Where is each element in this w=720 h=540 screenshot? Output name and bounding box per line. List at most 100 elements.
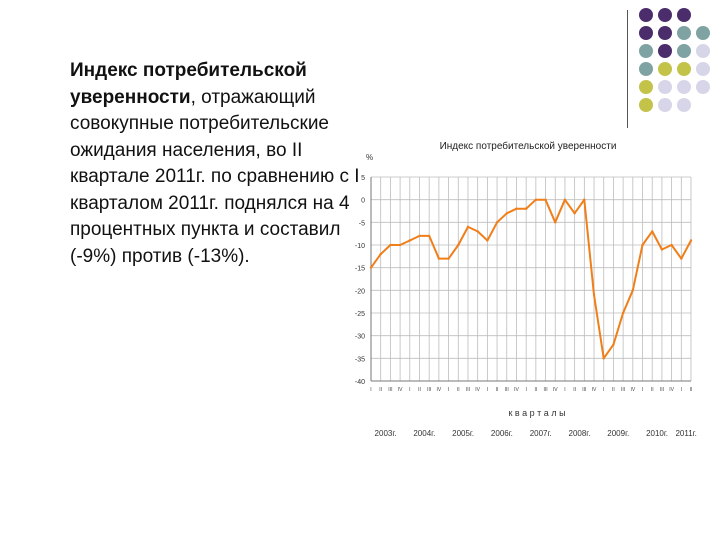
x-tick-label: III: [466, 387, 470, 393]
y-axis-label: %: [366, 153, 373, 162]
decorative-dot: [696, 26, 710, 40]
slide-text-rest: , отражающий совокупные потребительские …: [70, 86, 360, 267]
year-label: 2011г.: [675, 429, 696, 438]
data-point: [563, 198, 567, 201]
data-point: [398, 243, 402, 247]
x-tick-label: III: [388, 387, 392, 393]
decorative-dot: [696, 80, 710, 94]
x-tick-label: I: [487, 387, 488, 393]
x-tick-label: I: [681, 387, 682, 393]
x-tick-label: III: [427, 387, 431, 393]
y-tick-label: 5: [361, 175, 365, 182]
x-tick-label: III: [543, 387, 547, 393]
data-point: [408, 239, 411, 242]
slide-text-bold: Индекс потребительской уверенности: [70, 60, 307, 108]
decorative-dot: [677, 80, 691, 94]
decorative-dot: [696, 62, 710, 76]
data-point: [660, 248, 664, 251]
decorative-dot: [658, 8, 672, 22]
x-tick-label: IV: [592, 387, 597, 393]
data-point: [418, 234, 421, 238]
year-label: 2003г.: [375, 429, 397, 438]
data-point: [554, 221, 557, 224]
data-point: [457, 243, 460, 247]
year-label: 2007г.: [530, 429, 552, 438]
data-point: [389, 243, 392, 247]
data-point: [670, 243, 673, 247]
x-tick-label: II: [496, 387, 499, 393]
data-point: [621, 311, 625, 315]
x-tick-label: I: [564, 387, 565, 393]
data-point: [476, 230, 479, 233]
year-label: 2010г.: [646, 429, 668, 438]
decorative-dot: [658, 80, 672, 94]
data-point: [466, 225, 470, 229]
data-point: [515, 207, 518, 210]
x-tick-label: IV: [437, 387, 442, 393]
data-point: [602, 357, 605, 360]
decorative-divider: [627, 10, 628, 128]
data-point: [447, 257, 450, 260]
decorative-dot: [639, 26, 653, 40]
year-label: 2005г.: [452, 429, 474, 438]
data-point: [573, 212, 576, 215]
y-tick-label: -10: [355, 243, 365, 250]
data-point: [680, 257, 683, 260]
x-tick-label: I: [603, 387, 604, 393]
x-tick-label: I: [409, 387, 410, 393]
x-tick-label: IV: [669, 387, 674, 393]
data-point: [427, 234, 431, 238]
x-tick-label: I: [525, 387, 526, 393]
decorative-dot: [639, 62, 653, 76]
decorative-dot: [696, 44, 710, 58]
data-point: [486, 239, 489, 242]
data-point: [641, 243, 644, 247]
decorative-dot: [639, 44, 653, 58]
data-point: [379, 252, 382, 256]
x-tick-label: III: [505, 387, 509, 393]
x-tick-label: II: [651, 387, 654, 393]
slide-text: Индекс потребительской уверенности, отра…: [70, 58, 360, 270]
data-point: [592, 293, 596, 297]
data-point: [524, 207, 528, 210]
decorative-dot: [677, 8, 691, 22]
x-tick-label: I: [448, 387, 449, 393]
year-label: 2009г.: [607, 429, 629, 438]
data-point: [505, 212, 508, 215]
y-tick-label: -40: [355, 379, 365, 386]
x-tick-label: II: [457, 387, 460, 393]
x-tick-label: I: [642, 387, 643, 393]
decorative-dot: [677, 62, 691, 76]
x-tick-label: III: [621, 387, 625, 393]
x-tick-label: IV: [398, 387, 403, 393]
y-tick-label: -25: [355, 311, 365, 318]
data-point: [495, 221, 499, 224]
data-point: [631, 289, 635, 292]
x-tick-label: II: [534, 387, 537, 393]
decorative-dot: [658, 44, 672, 58]
series-line: [370, 198, 692, 360]
decorative-dot: [677, 26, 691, 40]
x-tick-label: II: [612, 387, 615, 393]
decorative-dot: [658, 62, 672, 76]
year-label: 2006г.: [491, 429, 513, 438]
x-tick-label: IV: [630, 387, 635, 393]
y-tick-label: -35: [355, 356, 365, 363]
chart-title: Индекс потребительской уверенности: [440, 140, 617, 152]
x-tick-label: II: [379, 387, 382, 393]
year-label: 2008г.: [569, 429, 591, 438]
data-point: [689, 239, 693, 242]
decorative-dot: [639, 80, 653, 94]
decorative-dot: [658, 98, 672, 112]
data-point: [583, 198, 586, 201]
y-tick-label: -5: [359, 220, 365, 227]
y-tick-label: -15: [355, 266, 365, 273]
year-label: 2004г.: [413, 429, 435, 438]
x-tick-label: III: [582, 387, 586, 393]
x-tick-label: II: [418, 387, 421, 393]
data-point: [612, 343, 615, 346]
data-point: [534, 198, 538, 201]
x-tick-label: IV: [514, 387, 519, 393]
data-point: [437, 257, 441, 260]
